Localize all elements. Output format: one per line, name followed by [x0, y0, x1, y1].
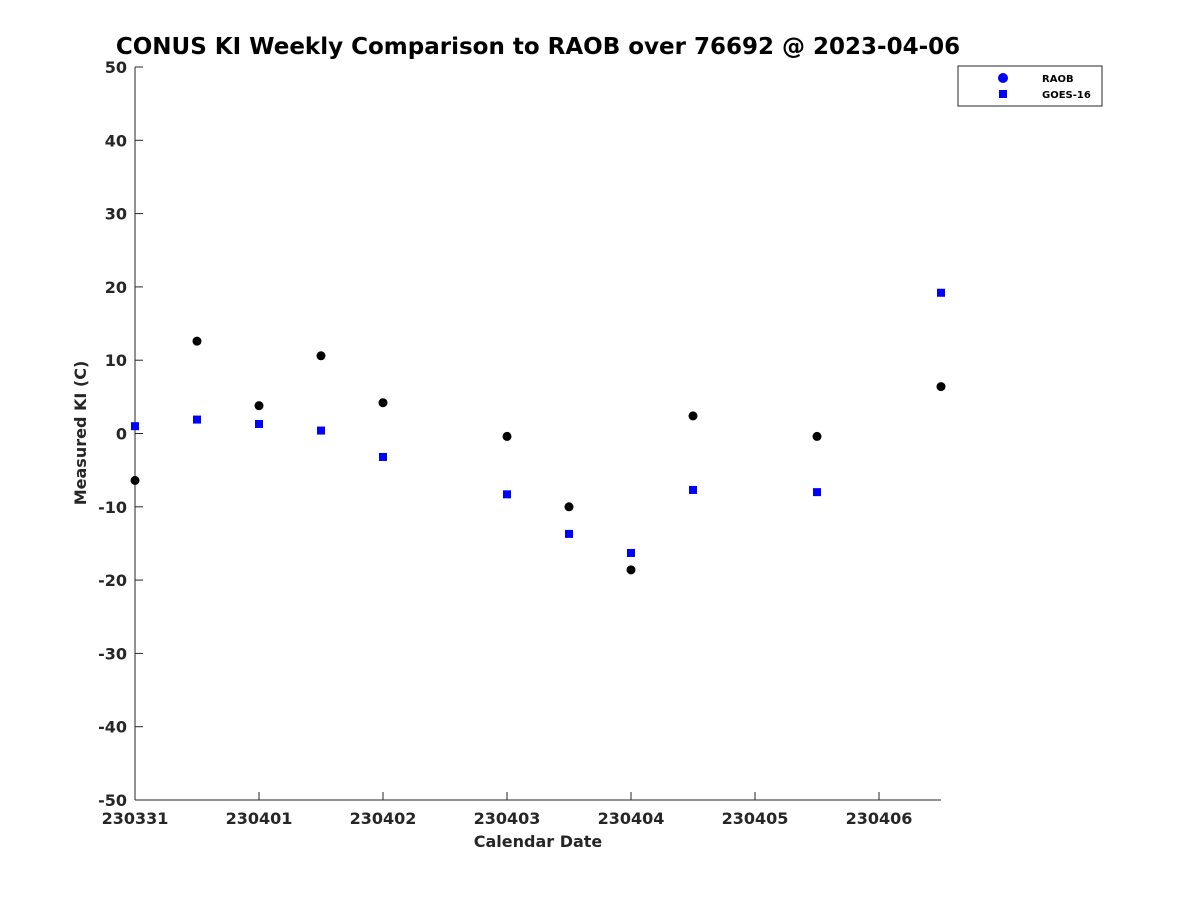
- point-raob: [812, 431, 822, 441]
- x-tick-label: 230402: [350, 809, 417, 828]
- legend-marker-raob: [998, 73, 1008, 83]
- point-goes-16: [193, 415, 201, 424]
- point-raob: [936, 382, 946, 392]
- y-axis-label: Measured KI (C): [71, 361, 90, 506]
- x-tick-label: 230331: [102, 809, 169, 828]
- point-goes-16: [503, 490, 511, 499]
- legend-marker-goes-16: [999, 90, 1007, 98]
- point-raob: [254, 401, 264, 411]
- point-raob: [502, 431, 512, 441]
- y-tick-label: 20: [105, 278, 127, 297]
- y-tick-label: 30: [105, 205, 127, 224]
- point-raob: [564, 502, 574, 512]
- legend-box: [957, 65, 1103, 107]
- y-tick-label: -40: [98, 718, 127, 737]
- point-raob: [626, 565, 636, 575]
- point-goes-16: [565, 529, 573, 538]
- point-goes-16: [379, 452, 387, 461]
- x-tick-label: 230403: [474, 809, 541, 828]
- point-goes-16: [317, 426, 325, 435]
- point-raob: [378, 398, 388, 408]
- y-tick-label: -50: [98, 791, 127, 810]
- point-goes-16: [627, 548, 635, 557]
- chart-title: CONUS KI Weekly Comparison to RAOB over …: [116, 34, 960, 60]
- y-tick-label: 40: [105, 131, 127, 150]
- legend-label-goes-16: GOES-16: [1042, 90, 1091, 101]
- y-axis-ticks: -50 -40 -30 -20 -10 0 10 20 30 40 50: [98, 58, 143, 810]
- x-tick-label: 230406: [846, 809, 913, 828]
- y-tick-label: 10: [105, 351, 127, 370]
- point-raob: [192, 336, 202, 346]
- legend-label-raob: RAOB: [1042, 74, 1074, 85]
- point-goes-16: [689, 485, 697, 494]
- y-tick-label: 50: [105, 58, 127, 77]
- point-goes-16: [937, 288, 945, 297]
- x-tick-label: 230405: [722, 809, 789, 828]
- point-goes-16: [813, 488, 821, 497]
- point-raob: [688, 411, 698, 421]
- data-points: [130, 288, 946, 575]
- point-raob: [130, 475, 140, 485]
- x-axis-label: Calendar Date: [474, 832, 603, 851]
- point-goes-16: [255, 419, 263, 428]
- x-tick-label: 230401: [226, 809, 293, 828]
- y-tick-label: 0: [116, 425, 127, 444]
- legend: RAOB GOES-16: [957, 65, 1103, 107]
- point-raob: [316, 351, 326, 361]
- y-tick-label: -20: [98, 571, 127, 590]
- x-tick-label: 230404: [598, 809, 665, 828]
- point-goes-16: [131, 422, 139, 431]
- x-axis-ticks: 230331 230401 230402 230403 230404 230405 2304…: [102, 792, 913, 828]
- y-tick-label: -30: [98, 644, 127, 663]
- y-tick-label: -10: [98, 498, 127, 517]
